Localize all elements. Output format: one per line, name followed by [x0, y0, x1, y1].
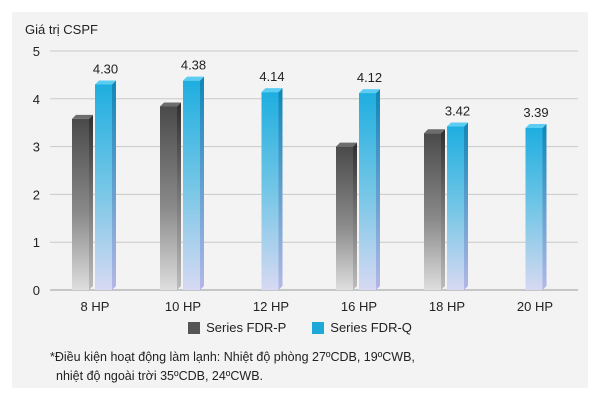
x-tick-label: 10 HP [165, 299, 201, 314]
bar-top [424, 129, 445, 134]
data-label: 4.14 [259, 69, 284, 84]
bar-front [183, 80, 200, 290]
data-label: 3.42 [445, 104, 470, 119]
legend-label-fdr-q: Series FDR-Q [330, 320, 412, 335]
y-tick-label: 5 [33, 44, 40, 59]
bar-fdr-p-18hp [424, 129, 445, 290]
y-tick-label: 0 [33, 283, 40, 298]
footnote: *Điều kiện hoạt động làm lạnh: Nhiệt độ … [50, 348, 415, 386]
x-tick-label: 18 HP [429, 299, 465, 314]
bar-top [261, 88, 283, 93]
bar-front [95, 84, 112, 291]
bar-top [525, 123, 547, 128]
legend-item-fdr-q: Series FDR-Q [312, 320, 412, 335]
bar-side [376, 89, 380, 291]
x-tick-label: 20 HP [517, 299, 553, 314]
bar-front [336, 146, 353, 290]
bar-fdr-p-10hp [160, 102, 181, 290]
bar-fdr-q-20hp [525, 123, 547, 290]
legend-swatch-fdr-p [188, 321, 201, 334]
bar-fdr-q-16hp [359, 89, 380, 291]
x-tick-label: 8 HP [81, 299, 110, 314]
footnote-line-1: *Điều kiện hoạt động làm lạnh: Nhiệt độ … [50, 350, 415, 364]
data-label: 4.12 [357, 70, 382, 85]
bar-side [177, 102, 181, 290]
bar-top [336, 142, 357, 147]
legend-item-fdr-p: Series FDR-P [188, 320, 286, 335]
bar-front [525, 127, 543, 290]
y-tick-label: 3 [33, 140, 40, 155]
data-label: 4.30 [93, 61, 118, 76]
data-label: 4.38 [181, 58, 206, 73]
bar-fdr-q-8hp [95, 80, 116, 291]
legend-swatch-fdr-q [312, 321, 325, 334]
bar-side [112, 80, 116, 291]
bar-top [72, 114, 93, 119]
data-label: 3.39 [523, 105, 548, 120]
y-tick-label: 2 [33, 187, 40, 202]
bar-side [278, 88, 283, 290]
bar-top [95, 80, 116, 85]
bar-side [200, 76, 204, 290]
bar-fdr-p-8hp [72, 114, 93, 290]
legend-label-fdr-p: Series FDR-P [206, 320, 287, 335]
bar-front [261, 92, 279, 290]
bar-side [464, 122, 468, 290]
bar-top [447, 122, 468, 127]
bar-fdr-q-10hp [183, 76, 204, 290]
bar-fdr-p-16hp [336, 142, 357, 290]
bar-front [72, 118, 89, 290]
y-tick-label: 4 [33, 92, 40, 107]
bar-front [424, 133, 441, 290]
bar-top [359, 89, 380, 94]
legend: Series FDR-P Series FDR-Q [0, 320, 600, 335]
bar-side [89, 114, 93, 290]
bar-top [183, 76, 204, 81]
bar-fdr-q-18hp [447, 122, 468, 290]
y-tick-label: 1 [33, 235, 40, 250]
x-tick-label: 16 HP [341, 299, 377, 314]
y-axis-title: Giá trị CSPF [25, 22, 98, 37]
bar-top [160, 102, 181, 107]
bar-side [353, 142, 357, 290]
bar-front [160, 106, 177, 290]
bar-fdr-q-12hp [261, 88, 283, 290]
bar-side [542, 123, 547, 290]
bar-side [441, 129, 445, 290]
bar-front [359, 93, 376, 291]
footnote-line-2: nhiệt độ ngoài trời 35ºCDB, 24ºCWB. [56, 369, 264, 383]
x-tick-label: 12 HP [253, 299, 289, 314]
bar-front [447, 126, 464, 290]
